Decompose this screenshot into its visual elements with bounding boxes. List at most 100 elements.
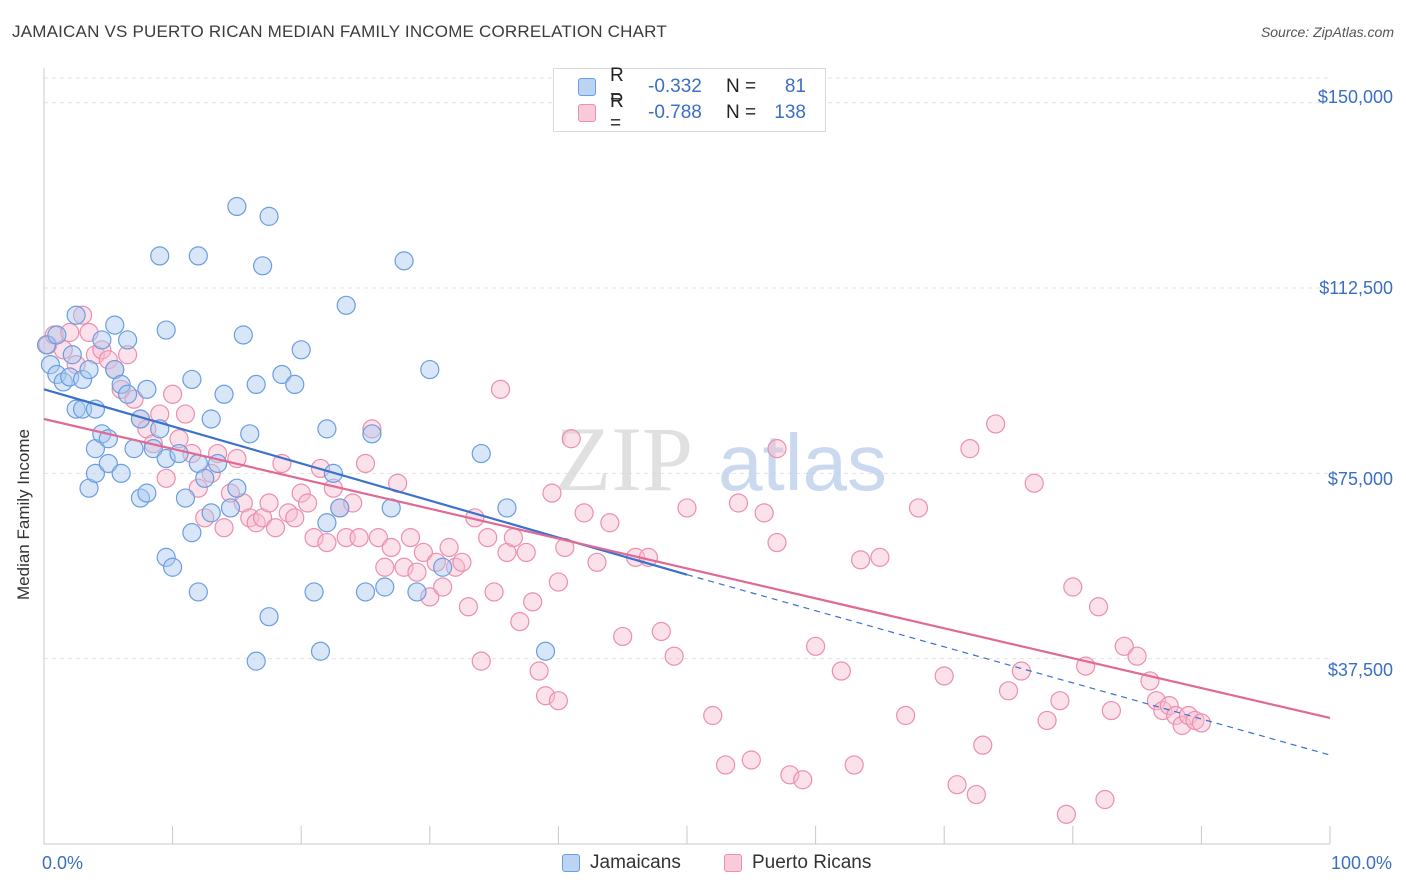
jamaican-point (355, 582, 376, 602)
jamaican-point (246, 374, 266, 394)
puerto-rican-point (375, 557, 395, 577)
puerto-rican-point (439, 537, 459, 558)
puerto-ricans-swatch (578, 104, 596, 122)
jamaican-point (62, 345, 82, 365)
puerto-rican-point (471, 651, 491, 671)
puerto-rican-point (407, 562, 427, 582)
jamaican-point (375, 577, 395, 597)
puerto-rican-point (851, 550, 871, 570)
jamaican-point (259, 206, 279, 226)
puerto-rican-point (1056, 804, 1076, 824)
puerto-rican-point (870, 547, 890, 567)
n-value: 138 (774, 102, 806, 123)
x-min-label: 0.0% (42, 853, 84, 873)
r-value: -0.788 (648, 102, 702, 123)
jamaican-point (156, 320, 176, 340)
chart-title: JAMAICAN VS PUERTO RICAN MEDIAN FAMILY I… (12, 22, 667, 41)
puerto-rican-point (741, 750, 761, 770)
puerto-rican-point (703, 705, 723, 726)
puerto-rican-point (362, 419, 382, 439)
puerto-rican-point (966, 784, 986, 805)
jamaican-point (285, 374, 305, 394)
jamaican-point (175, 488, 196, 508)
stats-legend: R = -0.332 N = 81 R = -0.788 N = 138 (553, 65, 826, 134)
puerto-rican-point (715, 755, 736, 775)
puerto-rican-point (574, 503, 594, 523)
jamaican-point (497, 498, 517, 518)
puerto-rican-point (317, 532, 337, 553)
jamaican-point (105, 315, 125, 335)
jamaican-point (304, 582, 324, 602)
puerto-rican-point (259, 493, 279, 513)
puerto-rican-point (1024, 473, 1044, 493)
puerto-rican-point (298, 493, 318, 513)
puerto-rican-point (844, 755, 864, 775)
puerto-rican-point (124, 389, 144, 409)
jamaican-point (92, 330, 112, 350)
jamaican-point (36, 335, 57, 355)
puerto-rican-point (651, 621, 671, 642)
jamaican-point (310, 641, 331, 661)
watermark-zip: ZIP (555, 408, 693, 510)
puerto-rican-point (478, 527, 498, 548)
legend-row-puerto-ricans: R = -0.788 N = 138 (578, 91, 806, 134)
puerto-rican-point (92, 340, 112, 360)
jamaican-point (66, 399, 86, 419)
puerto-rican-point (1159, 696, 1179, 716)
legend-item-jamaicans[interactable]: Jamaicans (562, 852, 681, 874)
jamaican-point (407, 582, 427, 602)
jamaican-point (72, 369, 93, 390)
jamaican-point (240, 424, 260, 444)
jamaican-point (66, 305, 86, 325)
jamaican-point (362, 424, 382, 444)
puerto-rican-point (343, 493, 363, 513)
jamaican-point (156, 547, 176, 567)
puerto-rican-point (220, 483, 241, 503)
puerto-rican-point (754, 503, 774, 523)
puerto-rican-point (1050, 691, 1070, 711)
jamaican-point (259, 607, 279, 627)
puerto-rican-point (973, 735, 993, 755)
puerto-rican-point (117, 345, 138, 365)
puerto-rican-point (831, 661, 851, 681)
jamaican-point (420, 359, 440, 380)
jamaican-point (195, 468, 215, 488)
n-label: N = (726, 76, 757, 97)
jamaican-point (117, 384, 138, 404)
puerto-rican-point (664, 646, 684, 666)
jamaican-point (201, 409, 221, 429)
puerto-rican-point (195, 508, 215, 528)
jamaican-point (163, 557, 183, 577)
puerto-rican-point (1088, 597, 1109, 617)
jamaican-point (188, 582, 208, 602)
jamaican-point (188, 246, 208, 266)
puerto-rican-trend-line (43, 417, 1331, 720)
puerto-rican-point (510, 612, 530, 632)
jamaican-trend-extension (686, 574, 1331, 756)
jamaican-point (227, 196, 247, 217)
puerto-rican-point (368, 527, 388, 548)
puerto-rican-point (169, 429, 189, 449)
r-value: -0.332 (648, 76, 702, 97)
puerto-rican-point (265, 518, 286, 538)
grid-layer (44, 77, 1330, 660)
puerto-rican-point (677, 498, 697, 518)
jamaican-point (291, 340, 311, 360)
jamaican-point (182, 369, 202, 390)
puerto-rican-point (523, 592, 543, 612)
puerto-rican-point (1063, 577, 1083, 597)
jamaicans-swatch (562, 854, 580, 872)
puerto-rican-point (246, 513, 266, 533)
puerto-rican-point (986, 414, 1006, 434)
puerto-rican-point (516, 542, 536, 563)
puerto-rican-point (998, 681, 1019, 701)
puerto-rican-point (72, 305, 93, 325)
puerto-rican-point (98, 350, 118, 370)
puerto-rican-point (934, 666, 954, 686)
legend-item-puerto-ricans[interactable]: Puerto Ricans (724, 852, 871, 874)
jamaican-point (246, 651, 266, 671)
puerto-rican-point (600, 513, 620, 533)
jamaican-point (394, 251, 414, 271)
jamaican-point (227, 478, 247, 498)
puerto-rican-point (433, 577, 453, 597)
